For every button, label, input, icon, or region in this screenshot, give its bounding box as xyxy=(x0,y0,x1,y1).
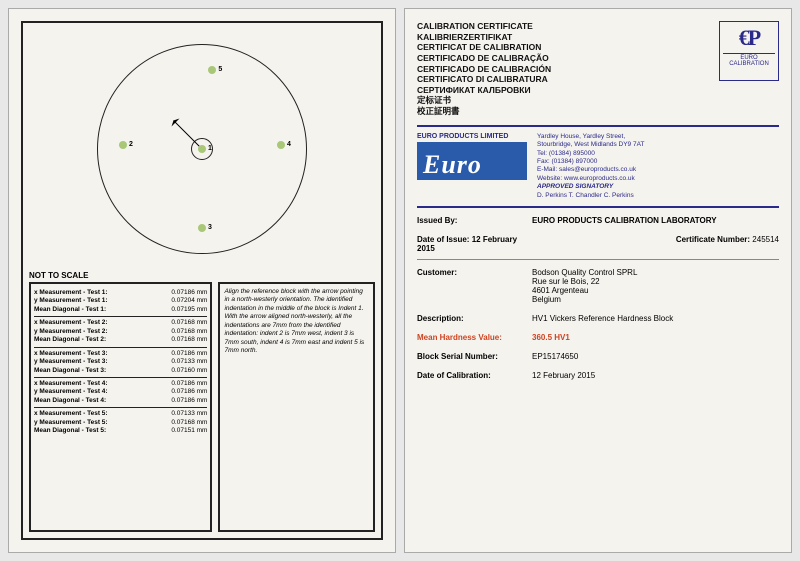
date-issue-label: Date of Issue: 12 February 2015 xyxy=(417,235,532,253)
indent-point xyxy=(208,66,216,74)
euro-cal-text: EURO CALIBRATION xyxy=(723,53,775,67)
email: E-Mail: sales@europroducts.co.uk xyxy=(537,166,779,174)
tel: Tel: (01384) 895000 xyxy=(537,150,779,158)
hardness-value: 360.5 HV1 xyxy=(532,333,779,342)
address-column: Yardley House, Yardley Street, Stourbrid… xyxy=(537,133,779,201)
euro-logo: Euro xyxy=(417,142,527,190)
diagram-area: 1 2 3 4 5 xyxy=(29,29,375,269)
indent-point xyxy=(198,145,206,153)
cert-title-line: KALIBRIERZERTIFIKAT xyxy=(417,32,719,43)
fax: Fax: (01384) 897000 xyxy=(537,158,779,166)
header-row: CALIBRATION CERTIFICATEKALIBRIERZERTIFIK… xyxy=(417,21,779,127)
customer-label: Customer: xyxy=(417,268,532,304)
indent-label: 3 xyxy=(208,224,212,231)
customer-row: Customer: Bodson Quality Control SPRL Ru… xyxy=(417,268,779,304)
cal-date-label: Date of Calibration: xyxy=(417,371,532,380)
cust-line-3: 4601 Argenteau xyxy=(532,286,779,295)
ep-icon: €P xyxy=(723,25,775,51)
right-page: CALIBRATION CERTIFICATEKALIBRIERZERTIFIK… xyxy=(404,8,792,553)
test-group: x Measurement - Test 1:0.07186 mm y Meas… xyxy=(34,287,207,317)
company-name: EURO PRODUCTS LIMITED xyxy=(417,133,527,140)
website: Website: www.europroducts.co.uk xyxy=(537,175,779,183)
test-group: x Measurement - Test 5:0.07133 mm y Meas… xyxy=(34,408,207,437)
bottom-row: x Measurement - Test 1:0.07186 mm y Meas… xyxy=(29,282,375,532)
cert-no-label: Certificate Number: xyxy=(676,235,750,244)
indent-label: 4 xyxy=(287,141,291,148)
cert-title-line: 校正証明書 xyxy=(417,106,719,117)
cal-date: 12 February 2015 xyxy=(532,371,779,380)
cust-line-1: Bodson Quality Control SPRL xyxy=(532,268,779,277)
customer-value: Bodson Quality Control SPRL Rue sur le B… xyxy=(532,268,779,304)
issued-by: EURO PRODUCTS CALIBRATION LABORATORY xyxy=(532,216,779,225)
euro-logo-block: EURO PRODUCTS LIMITED Euro xyxy=(417,133,527,201)
indent-point xyxy=(119,141,127,149)
cert-title-line: CALIBRATION CERTIFICATE xyxy=(417,21,719,32)
approved-signatory: APPROVED SIGNATORY xyxy=(537,183,779,191)
description-label: Description: xyxy=(417,314,532,323)
signatories: D. Perkins T. Chandler C. Perkins xyxy=(537,192,779,200)
hardness-label: Mean Hardness Value: xyxy=(417,333,532,342)
description: HV1 Vickers Reference Hardness Block xyxy=(532,314,779,323)
euro-calibration-logo: €P EURO CALIBRATION xyxy=(719,21,779,81)
euro-logo-text: Euro xyxy=(423,150,482,180)
measurements-table: x Measurement - Test 1:0.07186 mm y Meas… xyxy=(29,282,212,532)
block-circle: 1 2 3 4 5 xyxy=(97,44,307,254)
test-group: x Measurement - Test 2:0.07168 mm y Meas… xyxy=(34,317,207,347)
indent-label: 1 xyxy=(208,145,212,152)
indent-point xyxy=(277,141,285,149)
cert-title-line: CERTIFICADO DE CALIBRAÇÃO xyxy=(417,53,719,64)
cert-title-line: СЕРТИФИКАТ КАЛБРОВКИ xyxy=(417,85,719,96)
serial-value: EP15174650 xyxy=(532,352,779,361)
cert-titles: CALIBRATION CERTIFICATEKALIBRIERZERTIFIK… xyxy=(417,21,719,117)
indent-point xyxy=(198,224,206,232)
addr-2: Stourbridge, West Midlands DY9 7AT xyxy=(537,141,779,149)
cert-title-line: 定标证书 xyxy=(417,95,719,106)
serial-label: Block Serial Number: xyxy=(417,352,532,361)
test-group: x Measurement - Test 3:0.07186 mm y Meas… xyxy=(34,348,207,378)
issued-by-label: Issued By: xyxy=(417,216,532,225)
company-row: EURO PRODUCTS LIMITED Euro Yardley House… xyxy=(417,127,779,209)
indent-label: 5 xyxy=(218,66,222,73)
cert-title-line: CERTIFICAT DE CALIBRATION xyxy=(417,42,719,53)
cust-line-4: Belgium xyxy=(532,295,779,304)
issued-block: Issued By: EURO PRODUCTS CALIBRATION LAB… xyxy=(417,216,779,260)
cert-title-line: CERTIFICATO DI CALIBRATURA xyxy=(417,74,719,85)
cert-title-line: CERTIFICADO DE CALIBRACIÓN xyxy=(417,64,719,75)
addr-1: Yardley House, Yardley Street, xyxy=(537,133,779,141)
cust-line-2: Rue sur le Bois, 22 xyxy=(532,277,779,286)
left-frame: 1 2 3 4 5 NOT TO SCALE x Measurement - Test … xyxy=(21,21,383,540)
indent-label: 2 xyxy=(129,141,133,148)
test-group: x Measurement - Test 4:0.07186 mm y Meas… xyxy=(34,378,207,408)
instructions-box: Align the reference block with the arrow… xyxy=(218,282,375,532)
not-to-scale-label: NOT TO SCALE xyxy=(29,271,375,280)
details-section: Issued By: EURO PRODUCTS CALIBRATION LAB… xyxy=(417,208,779,380)
cert-no: 245514 xyxy=(752,235,779,244)
left-page: 1 2 3 4 5 NOT TO SCALE x Measurement - Test … xyxy=(8,8,396,553)
